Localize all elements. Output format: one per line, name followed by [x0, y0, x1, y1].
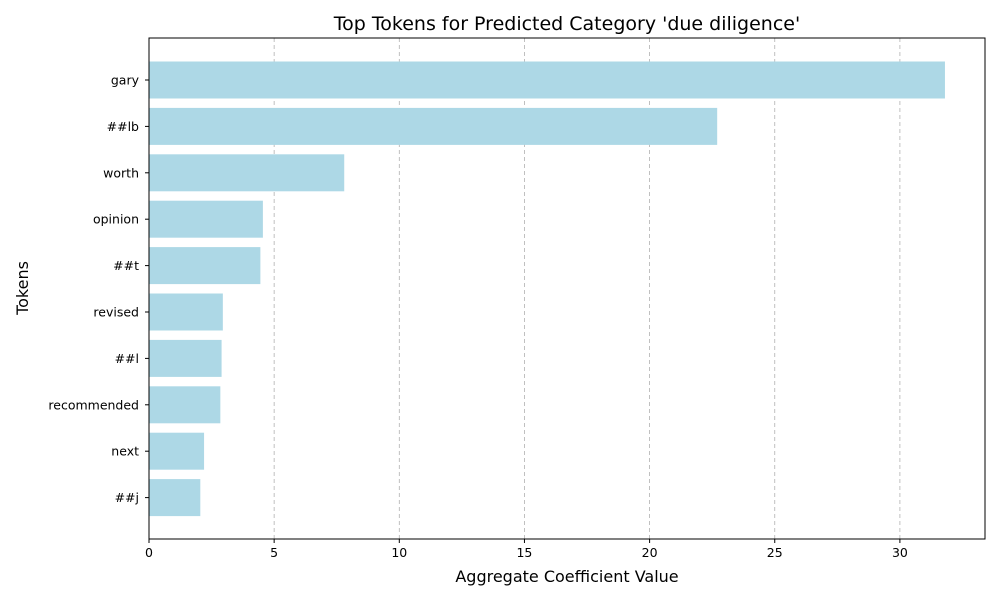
x-tick-label: 15: [516, 545, 532, 560]
y-tick-label: opinion: [93, 212, 139, 227]
y-tick-label: gary: [111, 73, 140, 88]
x-tick-label: 10: [391, 545, 407, 560]
chart-title: Top Tokens for Predicted Category 'due d…: [333, 13, 800, 35]
plot-frame: [148, 37, 986, 540]
y-tick-label: revised: [93, 305, 139, 320]
bar-worth: [149, 154, 345, 192]
y-axis-title: Tokens: [13, 261, 32, 316]
bar-revised: [149, 293, 223, 331]
y-tick-label: ##j: [115, 490, 139, 505]
bar-gary: [149, 61, 945, 99]
x-tick-label: 25: [767, 545, 783, 560]
x-tick-label: 30: [892, 545, 908, 560]
bar-hashhashl: [149, 339, 222, 377]
bars: [149, 61, 945, 517]
y-tick-label: next: [111, 444, 139, 459]
y-tick-label: worth: [103, 165, 139, 180]
bar-recommended: [149, 386, 221, 424]
x-tick-label: 20: [642, 545, 658, 560]
x-axis-ticks: 0 5 10 15 20 25 30: [145, 539, 908, 560]
y-tick-label: ##t: [113, 258, 139, 273]
bar-opinion: [149, 200, 263, 238]
x-axis-title: Aggregate Coefficient Value: [455, 567, 678, 586]
bar-hashhashlb: [149, 107, 718, 145]
x-tick-label: 5: [270, 545, 278, 560]
x-tick-label: 0: [145, 545, 153, 560]
bar-hashhasht: [149, 247, 261, 285]
bar-hashhashj: [149, 479, 201, 517]
y-axis-ticks: gary ##lb worth opinion ##t revised ##l recomme…: [48, 73, 149, 505]
y-tick-label: ##l: [115, 351, 139, 366]
y-tick-label: ##lb: [107, 119, 139, 134]
bar-next: [149, 432, 205, 470]
y-tick-label: recommended: [48, 397, 139, 412]
